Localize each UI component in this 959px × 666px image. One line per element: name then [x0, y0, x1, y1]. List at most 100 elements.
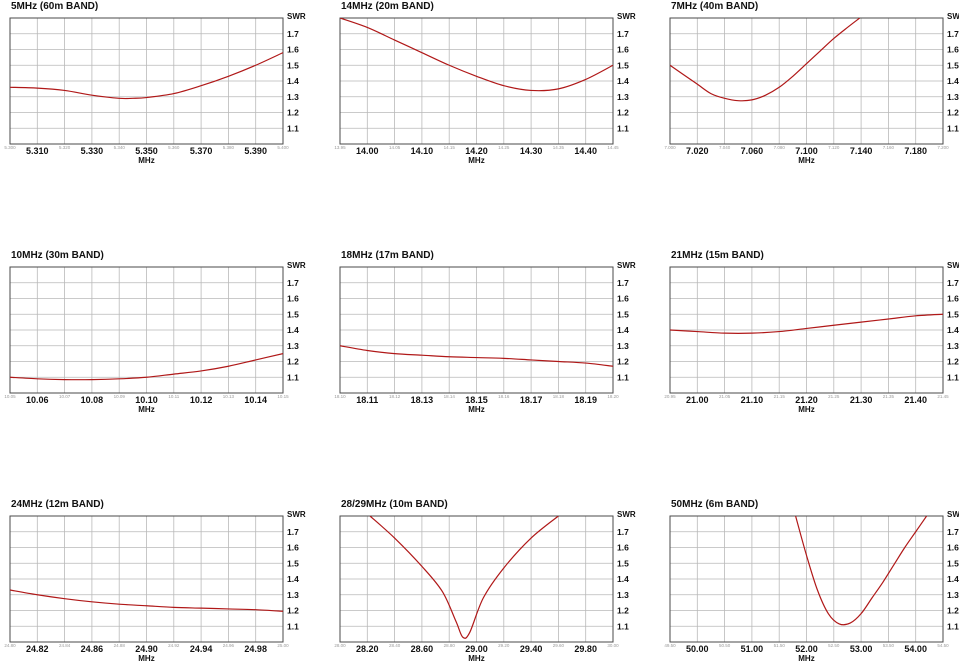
x-minor-tick-label: 28.00 [334, 643, 346, 648]
x-minor-tick-label: 7.160 [883, 145, 895, 150]
y-tick-label: 1.5 [287, 309, 299, 319]
y-tick-label: 1.4 [947, 325, 959, 335]
x-minor-tick-label: 18.18 [553, 394, 565, 399]
x-minor-tick-label: 24.80 [4, 643, 16, 648]
x-tick-label: 7.140 [850, 146, 873, 156]
swr-chart-4: 10MHz (30m BAND) SWR 1.1 1.2 1.3 1.4 1.5 1.6 1.7… [4, 250, 306, 414]
x-tick-label: 7.180 [904, 146, 927, 156]
y-tick-label: 1.7 [617, 278, 629, 288]
swr-chart-8: 28/29MHz (10m BAND) SWR 1.1 1.2 1.3 1.4 1.5 1.6… [334, 499, 636, 663]
x-minor-tick-label: 28.40 [389, 643, 401, 648]
y-tick-label: 1.5 [617, 60, 629, 70]
chart-title: 7MHz (40m BAND) [671, 1, 758, 12]
y-tick-label: 1.7 [947, 527, 959, 537]
y-tick-label: 1.3 [617, 341, 629, 351]
x-minor-tick-label: 54.50 [937, 643, 949, 648]
y-tick-label: 1.2 [947, 606, 959, 616]
y-tick-label: 1.1 [947, 621, 959, 631]
chart-title: 10MHz (30m BAND) [11, 250, 104, 261]
y-tick-label: 1.6 [947, 543, 959, 553]
x-tick-label: 21.30 [850, 395, 873, 405]
x-tick-label: 5.330 [81, 146, 104, 156]
x-minor-tick-label: 24.88 [114, 643, 126, 648]
y-tick-label: 1.2 [617, 108, 629, 118]
x-axis-label: MHz [138, 654, 154, 663]
x-minor-tick-label: 24.84 [59, 643, 71, 648]
x-tick-label: 29.40 [520, 644, 543, 654]
x-minor-tick-label: 18.10 [334, 394, 346, 399]
y-axis-label: SWR [947, 261, 959, 270]
x-tick-label: 5.310 [26, 146, 49, 156]
swr-curve [10, 52, 283, 100]
chart-title: 21MHz (15m BAND) [671, 250, 764, 261]
x-tick-label: 29.00 [465, 644, 488, 654]
x-tick-label: 5.370 [190, 146, 213, 156]
y-tick-label: 1.1 [287, 372, 299, 382]
x-minor-tick-label: 14.25 [498, 145, 510, 150]
plot-frame [9, 17, 284, 145]
x-minor-tick-label: 10.11 [168, 394, 179, 399]
x-minor-tick-label: 18.14 [444, 394, 456, 399]
x-minor-tick-label: 25.00 [277, 643, 289, 648]
y-tick-label: 1.3 [947, 590, 959, 600]
x-minor-tick-label: 14.45 [607, 145, 619, 150]
x-minor-tick-label: 10.15 [277, 394, 289, 399]
x-minor-tick-label: 7.040 [719, 145, 731, 150]
x-tick-label: 5.390 [244, 146, 267, 156]
x-minor-tick-label: 21.45 [937, 394, 949, 399]
x-tick-label: 14.00 [356, 146, 379, 156]
x-minor-tick-label: 10.05 [4, 394, 16, 399]
y-tick-label: 1.3 [947, 341, 959, 351]
x-tick-label: 18.19 [574, 395, 597, 405]
x-minor-tick-label: 28.80 [444, 643, 456, 648]
y-axis-label: SWR [947, 510, 959, 519]
x-minor-tick-label: 18.20 [607, 394, 619, 399]
x-tick-label: 21.10 [741, 395, 764, 405]
x-axis-label: MHz [468, 654, 484, 663]
x-minor-tick-label: 7.200 [937, 145, 949, 150]
x-minor-tick-label: 5.360 [168, 145, 180, 150]
x-minor-tick-label: 49.50 [664, 643, 676, 648]
x-minor-tick-label: 30.00 [607, 643, 619, 648]
x-axis-label: MHz [138, 156, 154, 165]
x-tick-label: 18.13 [411, 395, 434, 405]
y-tick-label: 1.1 [947, 123, 959, 133]
x-tick-label: 24.94 [190, 644, 213, 654]
y-tick-label: 1.5 [287, 60, 299, 70]
y-tick-label: 1.7 [287, 527, 299, 537]
y-tick-label: 1.6 [287, 294, 299, 304]
chart-title: 18MHz (17m BAND) [341, 250, 434, 261]
y-tick-label: 1.3 [287, 341, 299, 351]
x-minor-tick-label: 29.60 [553, 643, 565, 648]
y-tick-label: 1.3 [287, 590, 299, 600]
y-axis-label: SWR [287, 261, 306, 270]
x-tick-label: 5.350 [135, 146, 158, 156]
x-tick-label: 28.60 [411, 644, 434, 654]
y-tick-label: 1.5 [287, 558, 299, 568]
x-minor-tick-label: 13.95 [334, 145, 346, 150]
x-tick-label: 53.00 [850, 644, 873, 654]
x-tick-label: 24.98 [244, 644, 267, 654]
y-tick-label: 1.3 [617, 92, 629, 102]
x-tick-label: 10.14 [244, 395, 267, 405]
x-minor-tick-label: 20.95 [664, 394, 676, 399]
y-tick-label: 1.1 [617, 621, 629, 631]
chart-title: 50MHz (6m BAND) [671, 499, 758, 510]
swr-curve [10, 589, 283, 612]
y-axis-label: SWR [617, 510, 636, 519]
y-tick-label: 1.7 [617, 29, 629, 39]
x-tick-label: 10.12 [190, 395, 213, 405]
x-minor-tick-label: 51.50 [774, 643, 786, 648]
y-tick-label: 1.4 [947, 574, 959, 584]
x-tick-label: 21.00 [686, 395, 709, 405]
y-tick-label: 1.2 [287, 108, 299, 118]
x-minor-tick-label: 5.300 [4, 145, 16, 150]
y-tick-label: 1.6 [617, 294, 629, 304]
y-tick-label: 1.4 [287, 574, 299, 584]
swr-chart-1: 5MHz (60m BAND) SWR 1.1 1.2 1.3 1.4 1.5 1.6 1.7 5… [4, 1, 306, 165]
y-tick-label: 1.5 [617, 558, 629, 568]
y-tick-label: 1.1 [617, 123, 629, 133]
x-minor-tick-label: 14.35 [553, 145, 565, 150]
x-tick-label: 50.00 [686, 644, 709, 654]
